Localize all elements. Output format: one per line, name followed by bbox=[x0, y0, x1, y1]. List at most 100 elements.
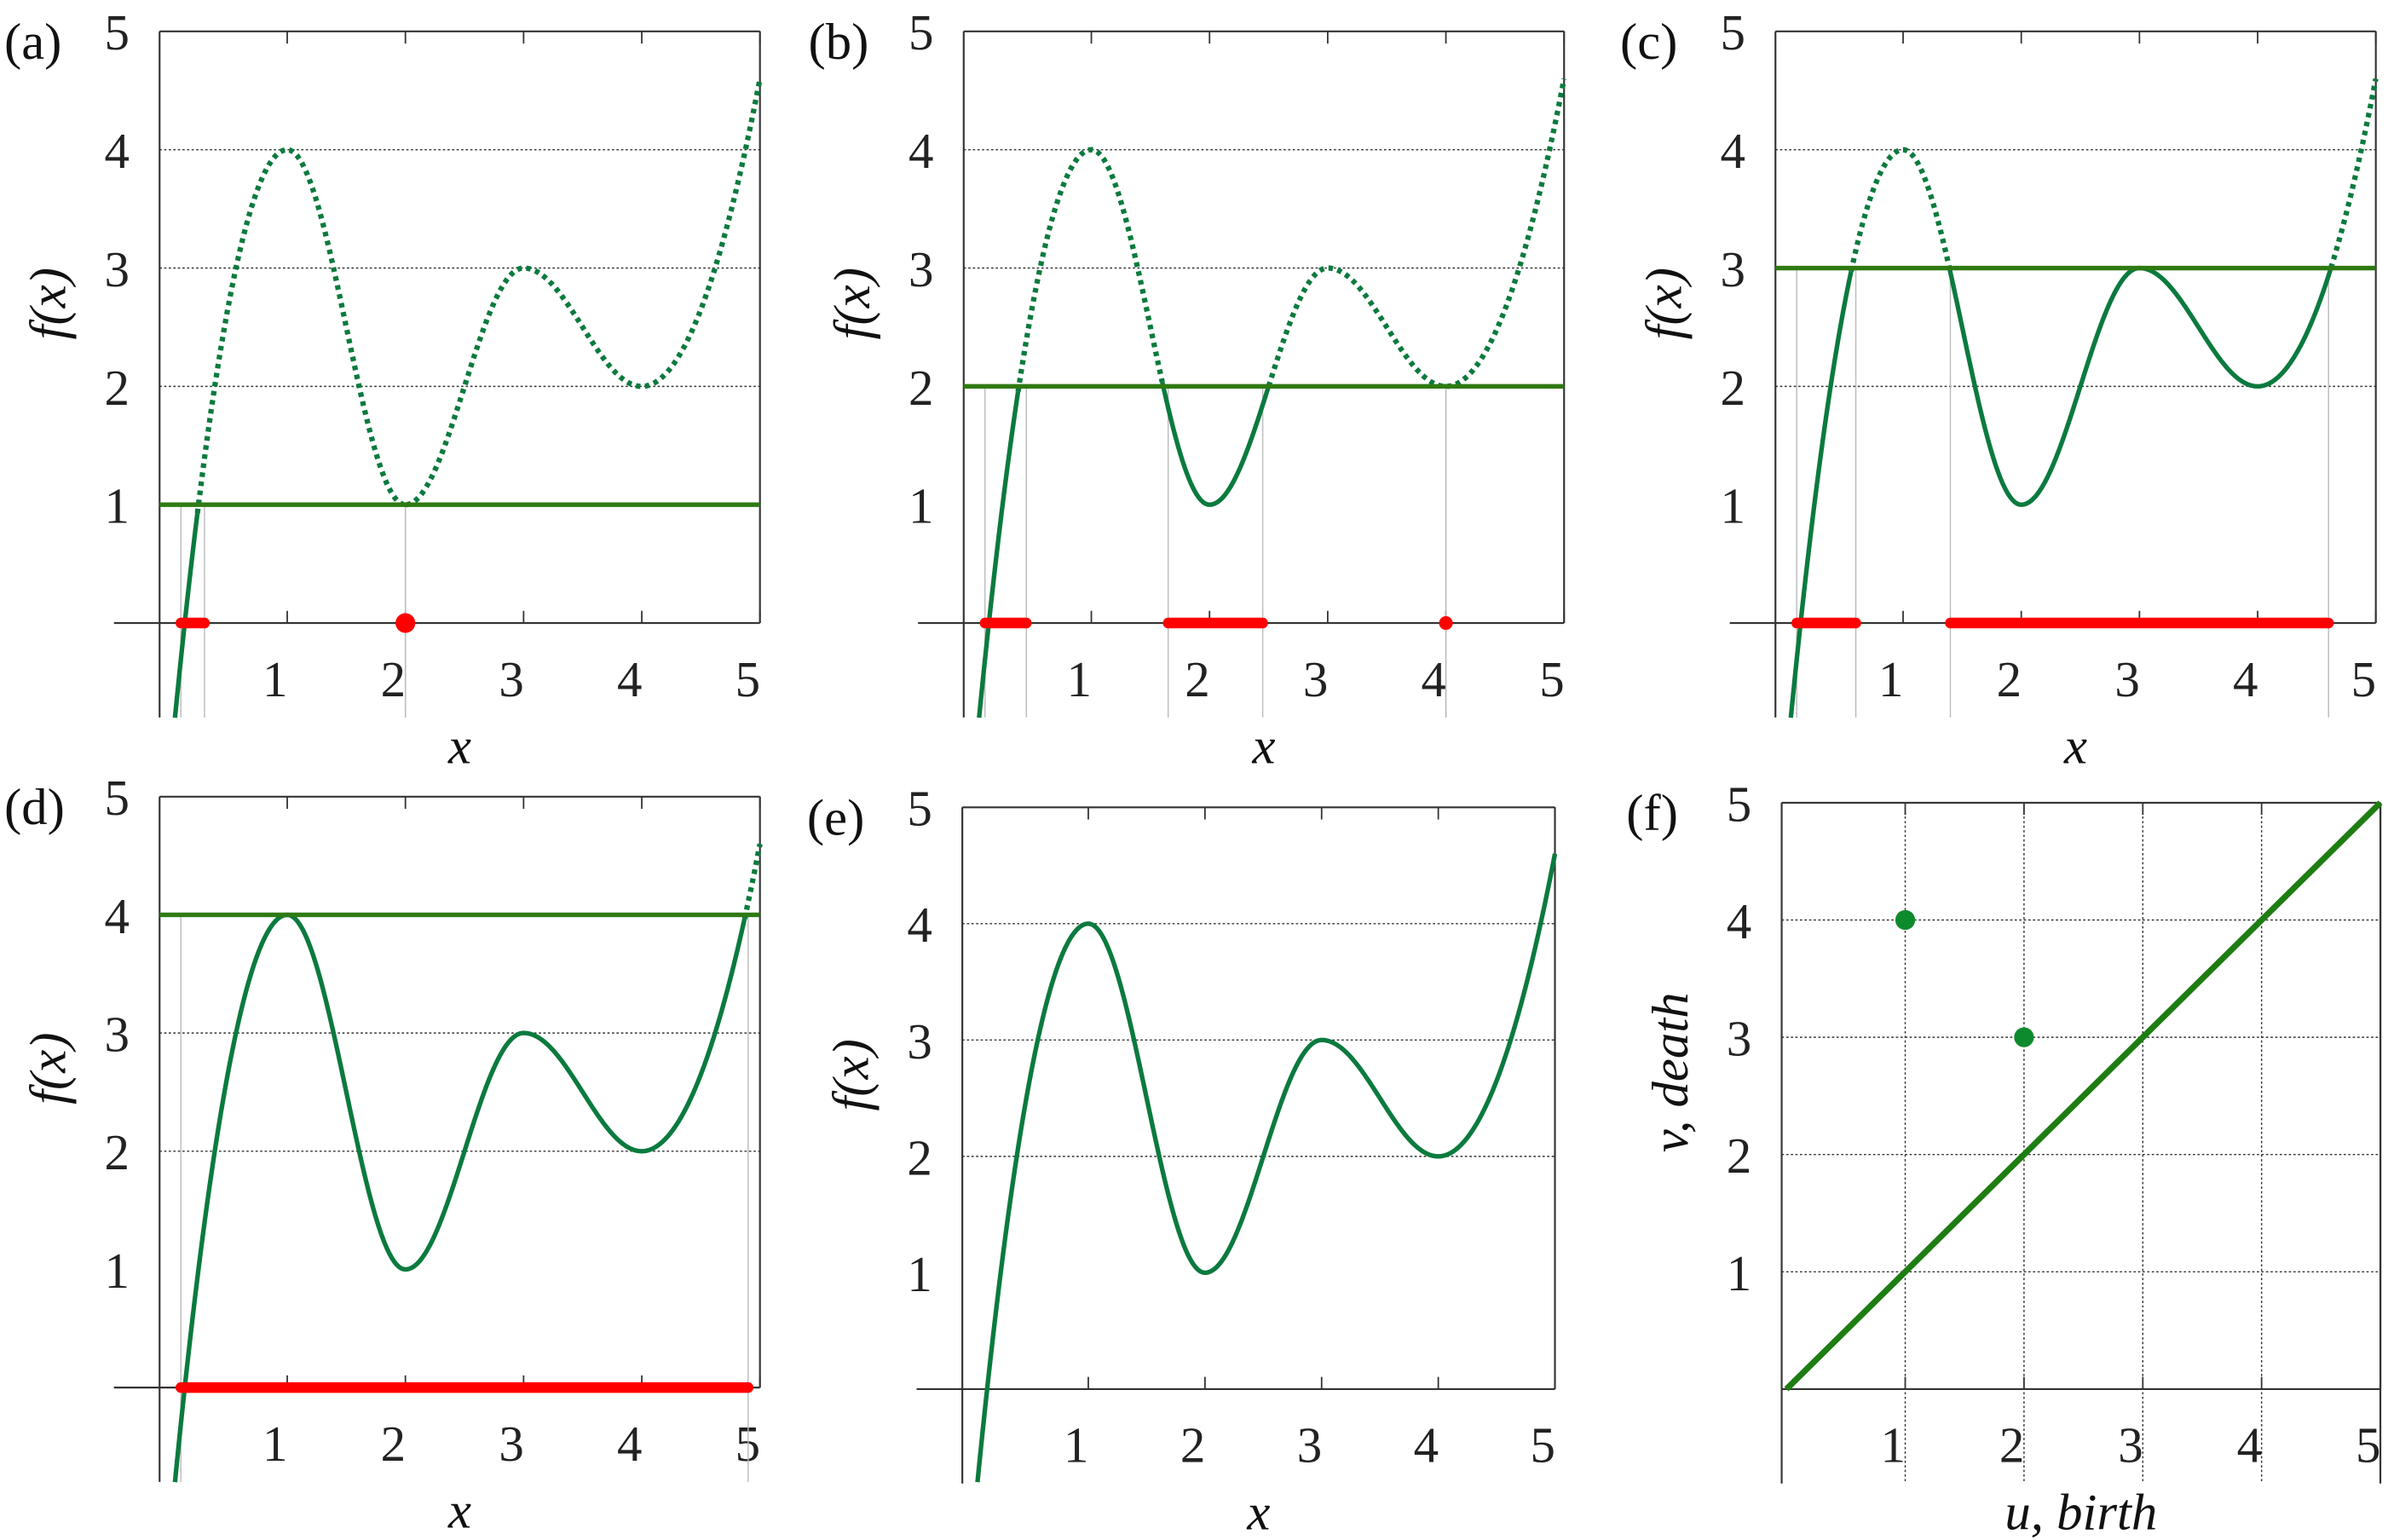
x-tick-label: 5 bbox=[2356, 1417, 2380, 1474]
x-tick-label: 1 bbox=[262, 651, 287, 707]
diagonal-line bbox=[1784, 800, 2383, 1392]
x-tick-label: 2 bbox=[1999, 1417, 2024, 1474]
y-tick-label: 2 bbox=[1720, 360, 1745, 416]
y-tick-label: 5 bbox=[104, 4, 129, 61]
x-tick-label: 4 bbox=[617, 1416, 642, 1472]
sublevel-point bbox=[1439, 616, 1453, 631]
curve-superlevel-dotted bbox=[1015, 147, 1165, 392]
panel-label: (a) bbox=[4, 14, 61, 71]
x-axis-label: u, birth bbox=[2004, 1484, 2157, 1540]
x-tick-label: 5 bbox=[2351, 651, 2376, 707]
panel-label: (b) bbox=[809, 14, 869, 71]
x-tick-label: 5 bbox=[1539, 651, 1564, 707]
x-tick-label: 5 bbox=[735, 651, 760, 707]
sublevel-point bbox=[395, 613, 416, 633]
y-tick-label: 3 bbox=[908, 241, 933, 297]
panel-a: 1 2 3 4 5 1 2 3 4 5 (a) x f(x) bbox=[4, 4, 763, 775]
y-tick-label: 4 bbox=[907, 897, 932, 953]
x-axis-label: x bbox=[1252, 718, 1276, 775]
y-tick-label: 2 bbox=[104, 360, 129, 416]
x-tick-label: 1 bbox=[1880, 1417, 1905, 1474]
persistence-point bbox=[2014, 1027, 2034, 1047]
x-tick-label: 2 bbox=[381, 1416, 406, 1472]
y-axis-label: f(x) bbox=[20, 268, 77, 339]
y-axis-label: f(x) bbox=[822, 1039, 880, 1110]
curve-superlevel-dotted bbox=[406, 78, 763, 508]
y-axis-label: f(x) bbox=[824, 268, 881, 339]
x-tick-label: 1 bbox=[262, 1416, 287, 1472]
y-axis-label: f(x) bbox=[20, 1033, 77, 1105]
x-tick-label: 1 bbox=[1064, 1417, 1088, 1474]
x-tick-label: 4 bbox=[1422, 651, 1446, 707]
y-tick-label: 3 bbox=[907, 1013, 932, 1070]
curve-superlevel-dotted bbox=[1266, 265, 1443, 389]
x-tick-label: 2 bbox=[1180, 1417, 1205, 1474]
x-tick-label: 3 bbox=[2114, 651, 2139, 707]
y-tick-label: 1 bbox=[104, 478, 129, 534]
curve-sublevel-solid bbox=[172, 512, 200, 718]
curve-superlevel-dotted bbox=[1848, 147, 1953, 273]
panel-c: 1 2 3 4 5 1 2 3 4 5 (c) x f(x) bbox=[1620, 4, 2379, 775]
y-tick-label: 4 bbox=[1727, 893, 1751, 949]
y-tick-label: 5 bbox=[908, 4, 933, 61]
x-tick-label: 3 bbox=[499, 651, 523, 707]
y-tick-label: 3 bbox=[1720, 241, 1745, 297]
x-axis-label: x bbox=[447, 718, 471, 775]
x-tick-label: 2 bbox=[1997, 651, 2022, 707]
panel-label: (f) bbox=[1626, 785, 1678, 842]
y-tick-label: 5 bbox=[907, 781, 932, 837]
curve-superlevel-dotted bbox=[194, 147, 405, 514]
panel-f: 1 2 3 4 5 1 2 3 4 5 (f) u, birth v, death bbox=[1626, 776, 2383, 1540]
curve-superlevel-dotted bbox=[741, 843, 763, 920]
curve-sublevel-solid bbox=[975, 853, 1558, 1483]
y-tick-label: 5 bbox=[1727, 776, 1751, 832]
y-tick-label: 4 bbox=[104, 888, 129, 944]
y-tick-label: 3 bbox=[104, 241, 129, 297]
y-tick-label: 4 bbox=[104, 123, 129, 179]
y-tick-label: 1 bbox=[907, 1246, 932, 1302]
x-tick-label: 3 bbox=[499, 1416, 523, 1472]
y-tick-label: 1 bbox=[908, 478, 933, 534]
x-tick-label: 2 bbox=[381, 651, 406, 707]
y-tick-label: 4 bbox=[908, 123, 933, 179]
y-tick-label: 5 bbox=[1720, 4, 1745, 61]
x-axis-label: x bbox=[447, 1483, 471, 1540]
x-tick-label: 4 bbox=[617, 651, 642, 707]
y-tick-label: 2 bbox=[907, 1129, 932, 1185]
x-tick-label: 3 bbox=[2118, 1417, 2143, 1474]
y-tick-label: 5 bbox=[104, 770, 129, 826]
panel-b: 1 2 3 4 5 1 2 3 4 5 (b) x f(x) bbox=[809, 4, 1567, 775]
x-tick-label: 4 bbox=[2237, 1417, 2262, 1474]
persistence-point bbox=[1895, 909, 1916, 931]
curve-sublevel-solid bbox=[977, 391, 1021, 718]
y-tick-label: 2 bbox=[104, 1124, 129, 1180]
x-tick-label: 5 bbox=[1530, 1417, 1555, 1474]
x-tick-label: 1 bbox=[1067, 651, 1092, 707]
curve-sublevel-solid bbox=[1788, 271, 1854, 718]
x-tick-label: 4 bbox=[2233, 651, 2258, 707]
x-axis-label: x bbox=[2063, 718, 2087, 775]
x-tick-label: 4 bbox=[1414, 1417, 1439, 1474]
x-tick-label: 3 bbox=[1303, 651, 1328, 707]
panel-label: (d) bbox=[4, 779, 65, 836]
y-axis-label: f(x) bbox=[1635, 268, 1693, 339]
panel-label: (c) bbox=[1620, 14, 1677, 71]
y-tick-label: 1 bbox=[104, 1243, 129, 1299]
x-tick-label: 1 bbox=[1878, 651, 1903, 707]
curve-superlevel-dotted bbox=[1446, 78, 1567, 389]
y-tick-label: 1 bbox=[1720, 478, 1745, 534]
curve-sublevel-solid bbox=[172, 912, 747, 1483]
y-tick-label: 3 bbox=[104, 1006, 129, 1063]
panel-e: 1 2 3 4 5 1 2 3 4 5 (e) x f(x) bbox=[807, 781, 1558, 1540]
y-axis-label: v, death bbox=[1642, 992, 1699, 1152]
curve-sublevel-solid bbox=[1160, 381, 1272, 507]
y-tick-label: 3 bbox=[1727, 1011, 1751, 1067]
x-axis-label: x bbox=[1246, 1484, 1270, 1540]
x-tick-label: 3 bbox=[1297, 1417, 1322, 1474]
x-tick-label: 2 bbox=[1185, 651, 1209, 707]
y-tick-label: 2 bbox=[908, 360, 933, 416]
y-tick-label: 4 bbox=[1720, 123, 1745, 179]
y-tick-label: 2 bbox=[1727, 1128, 1751, 1184]
